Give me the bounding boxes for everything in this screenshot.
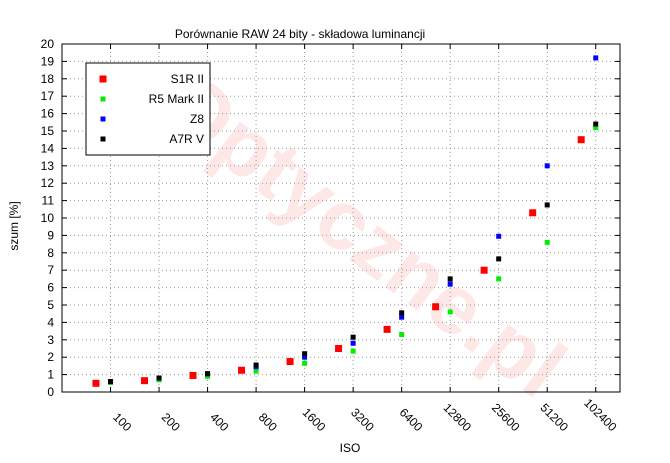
x-tick-label: 100 (110, 410, 134, 434)
y-tick-label: 4 (47, 315, 54, 329)
data-point (156, 375, 162, 381)
y-tick-label: 12 (41, 176, 55, 190)
data-point (189, 371, 197, 379)
data-point (496, 276, 502, 282)
data-point (593, 125, 599, 131)
y-tick-label: 1 (47, 368, 54, 382)
series-a7r-v (108, 121, 599, 385)
data-point (544, 163, 550, 169)
x-tick-label: 51200 (537, 401, 571, 435)
data-points (92, 55, 599, 387)
data-point (205, 371, 211, 377)
data-point (447, 276, 453, 282)
y-tick-label: 20 (41, 37, 55, 51)
y-tick-label: 7 (47, 263, 54, 277)
data-point (529, 209, 537, 217)
data-point (92, 379, 100, 387)
legend-label: A7R V (169, 132, 204, 146)
data-point (383, 325, 391, 333)
legend: S1R II R5 Mark II Z8 A7R V (85, 62, 211, 156)
data-point (238, 366, 246, 374)
x-tick-label: 1600 (300, 405, 329, 434)
legend-box (85, 62, 211, 156)
y-tick-label: 2 (47, 350, 54, 364)
y-tick-label: 18 (41, 72, 55, 86)
data-point (432, 303, 440, 311)
legend-marker (99, 75, 107, 83)
data-point (140, 377, 148, 385)
y-tick-label: 16 (41, 107, 55, 121)
x-tick-label: 3200 (348, 405, 377, 434)
data-point (302, 351, 308, 357)
data-point (253, 368, 259, 374)
legend-label: S1R II (171, 72, 204, 86)
x-tick-label: 800 (256, 410, 280, 434)
data-point (577, 136, 585, 144)
data-point (286, 358, 294, 366)
y-tick-label: 0 (47, 385, 54, 399)
y-tick-label: 6 (47, 281, 54, 295)
y-tick-label: 9 (47, 228, 54, 242)
x-tick-label: 102400 (581, 396, 619, 434)
data-point (447, 281, 453, 287)
series-s1r-ii (92, 136, 585, 387)
y-tick-label: 8 (47, 246, 54, 260)
y-tick-label: 11 (42, 194, 55, 208)
y-axis-label: szum [%] (7, 201, 21, 250)
data-point (350, 334, 356, 340)
data-point (447, 309, 453, 315)
data-point (253, 362, 259, 368)
watermark: Optyczne.pl (146, 54, 583, 416)
data-point (593, 55, 599, 61)
data-point (544, 202, 550, 208)
y-tick-label: 15 (41, 124, 55, 138)
data-point (496, 233, 502, 239)
x-tick-label: 6400 (397, 405, 426, 434)
legend-marker (100, 136, 106, 142)
legend-label: R5 Mark II (149, 92, 204, 106)
x-axis-label: ISO (340, 441, 361, 455)
data-point (399, 332, 405, 338)
data-point (544, 239, 550, 245)
data-point (496, 256, 502, 262)
y-tick-label: 5 (47, 298, 54, 312)
data-point (302, 360, 308, 366)
y-tick-label: 19 (41, 54, 55, 68)
y-tick-label: 17 (41, 89, 55, 103)
data-point (480, 266, 488, 274)
x-tick-label: 200 (159, 410, 183, 434)
y-tick-label: 13 (41, 159, 55, 173)
legend-marker (100, 116, 106, 122)
x-tick-label: 12800 (440, 401, 474, 435)
data-point (350, 348, 356, 354)
data-point (108, 379, 114, 385)
data-point (335, 345, 343, 352)
legend-label: Z8 (190, 112, 204, 126)
data-point (350, 340, 356, 346)
data-point (593, 121, 599, 127)
y-tick-label: 3 (47, 333, 54, 347)
data-point (399, 314, 405, 320)
y-tick-label: 10 (41, 211, 55, 225)
data-point (205, 373, 211, 379)
chart-title: Porównanie RAW 24 bity - składowa lumina… (175, 27, 425, 41)
x-tick-label: 400 (207, 410, 231, 434)
data-point (399, 310, 405, 316)
legend-marker (100, 96, 106, 102)
y-tick-label: 14 (41, 141, 55, 155)
data-point (302, 354, 308, 360)
